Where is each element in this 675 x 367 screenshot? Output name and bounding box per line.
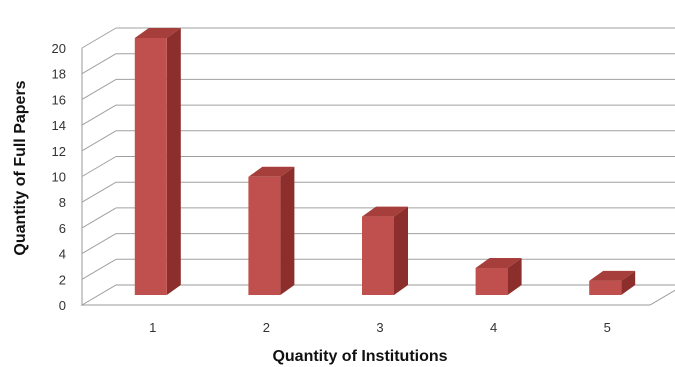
y-tick-label: 6 xyxy=(59,221,66,236)
bar xyxy=(248,166,295,295)
bar-side xyxy=(394,206,408,295)
bar-front xyxy=(248,176,281,295)
bar-side xyxy=(621,270,636,295)
x-tick-label: 2 xyxy=(263,320,270,335)
bar-front xyxy=(362,216,394,295)
gridline-diagonal xyxy=(81,207,117,229)
gridline-diagonal xyxy=(81,181,117,203)
bar-side xyxy=(507,258,522,295)
x-tick-label: 4 xyxy=(490,320,497,335)
gridlines xyxy=(81,27,675,280)
gridline-diagonal xyxy=(81,130,117,152)
gridline-diagonal xyxy=(81,258,117,280)
bar-top xyxy=(134,28,181,38)
bar xyxy=(134,28,181,295)
x-axis-title: Quantity of Institutions xyxy=(272,348,447,365)
bar-front xyxy=(134,38,167,295)
y-axis-ticks: 0 2 4 6 8 10 12 14 16 18 20 xyxy=(52,41,66,313)
gridline-diagonal xyxy=(81,78,117,100)
y-tick-label: 12 xyxy=(52,144,66,159)
y-tick-label: 2 xyxy=(59,272,66,287)
y-tick-label: 8 xyxy=(59,195,66,210)
bar-side xyxy=(280,166,295,295)
gridline-diagonal xyxy=(81,27,117,49)
gridline-diagonal xyxy=(81,104,117,126)
bar-top xyxy=(589,270,636,281)
bar-front xyxy=(589,280,622,295)
y-tick-label: 4 xyxy=(59,247,66,262)
bar xyxy=(362,206,408,295)
bar-side xyxy=(166,28,181,295)
y-tick-label: 20 xyxy=(52,41,66,56)
bar xyxy=(589,270,636,295)
y-tick-label: 18 xyxy=(52,67,66,82)
x-tick-label: 3 xyxy=(376,320,383,335)
bar-front xyxy=(475,268,508,295)
y-axis-title: Quantity of Full Papers xyxy=(12,80,29,255)
y-tick-label: 16 xyxy=(52,92,66,107)
bar-top xyxy=(362,206,408,217)
gridline-diagonal xyxy=(81,233,117,255)
y-tick-label: 0 xyxy=(59,298,66,313)
bars xyxy=(134,28,636,295)
y-tick-label: 14 xyxy=(52,118,66,133)
bar xyxy=(475,258,522,295)
x-tick-label: 5 xyxy=(604,320,611,335)
bar-top xyxy=(475,258,522,269)
x-tick-label: 1 xyxy=(149,320,156,335)
gridline-diagonal xyxy=(81,156,117,177)
gridline-diagonal xyxy=(81,53,117,75)
x-axis-ticks: 1 2 3 4 5 xyxy=(149,320,611,335)
bar-top xyxy=(248,166,295,177)
y-tick-label: 10 xyxy=(52,170,66,185)
